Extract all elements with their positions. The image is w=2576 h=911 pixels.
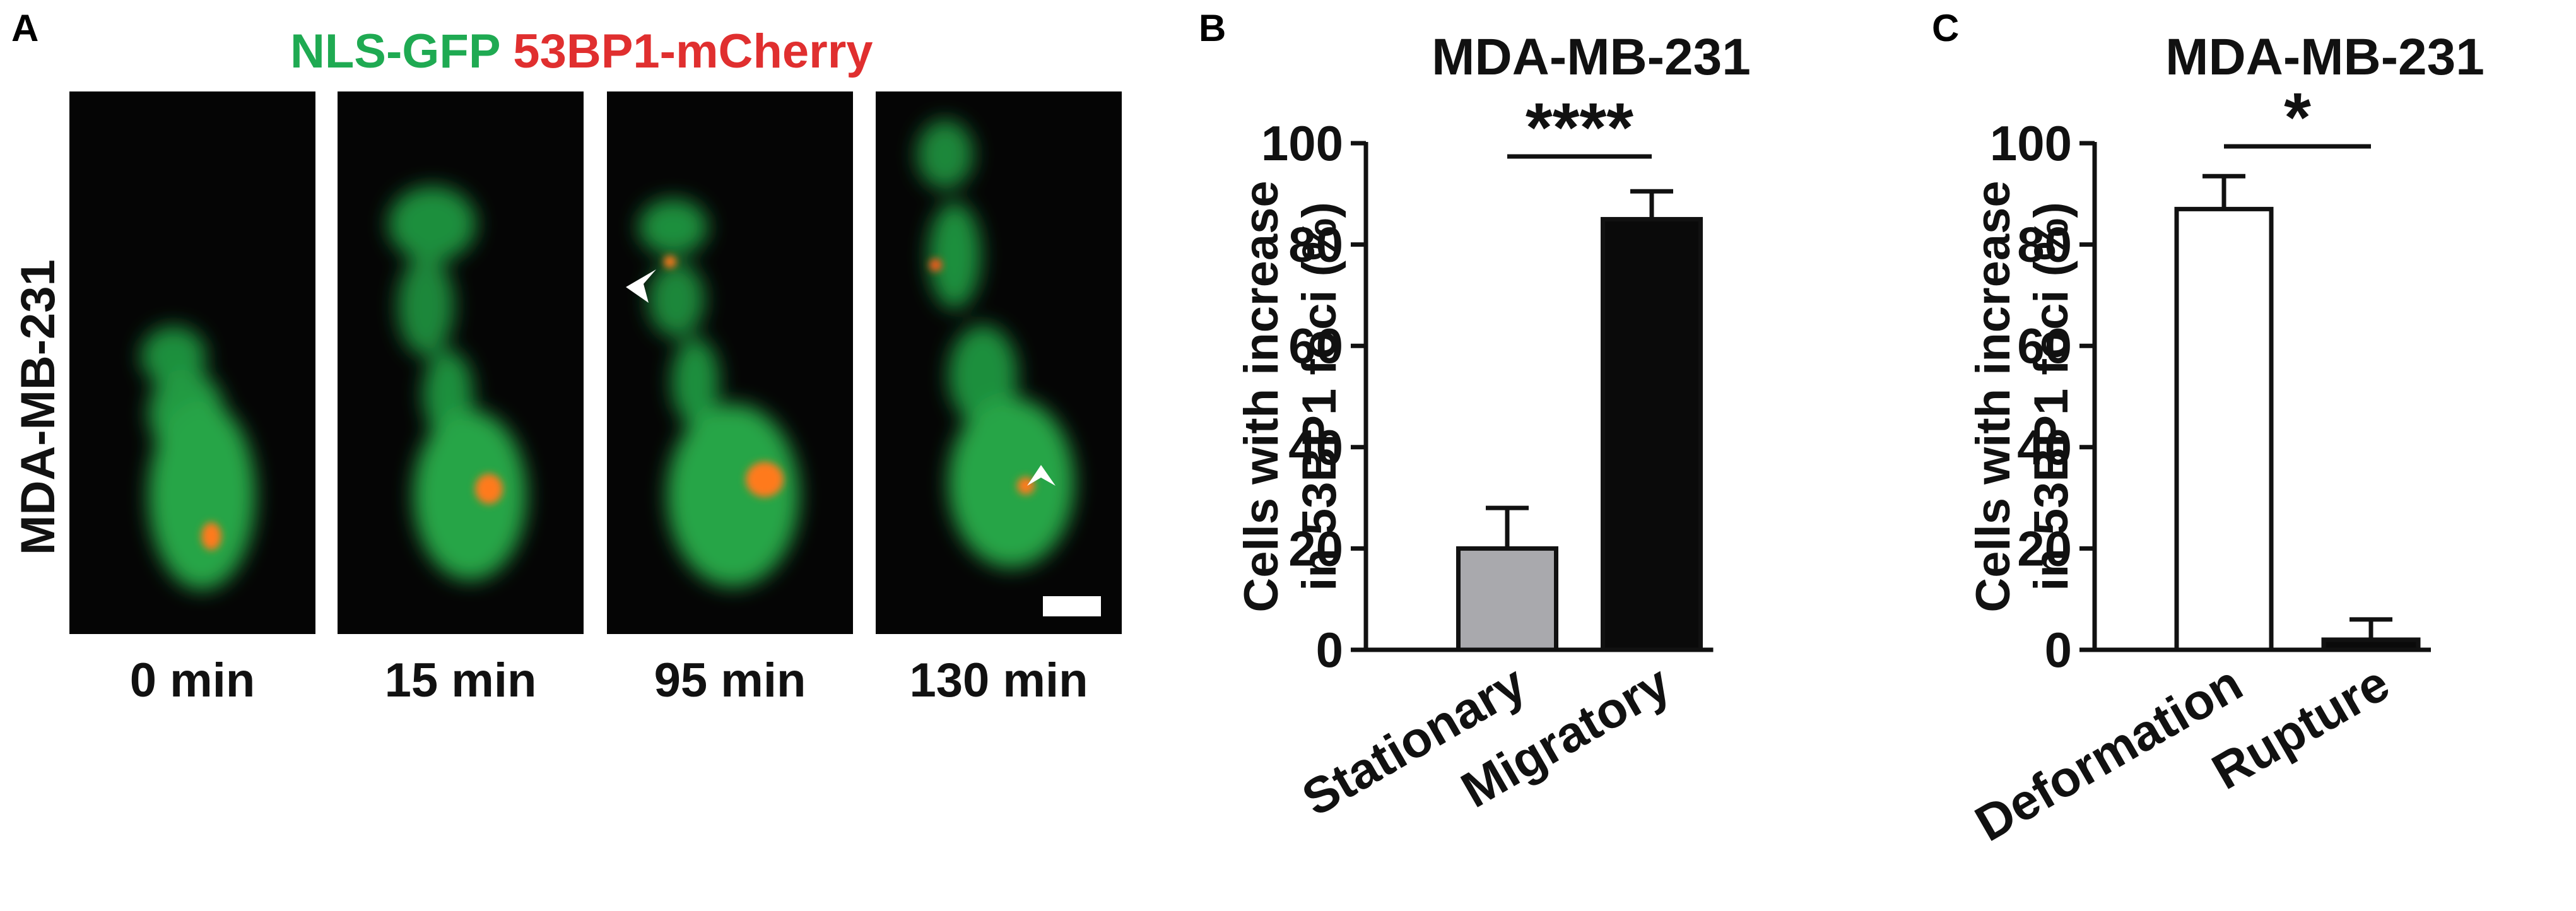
micrograph-95min bbox=[626, 199, 799, 587]
cell-body bbox=[148, 401, 256, 590]
53bp1-focus bbox=[475, 474, 503, 504]
micrograph-frame-95min bbox=[607, 91, 853, 634]
cell-body bbox=[928, 202, 981, 309]
micrograph-frame-15min bbox=[338, 91, 584, 634]
cell-body bbox=[948, 397, 1074, 568]
cell-body bbox=[638, 199, 708, 256]
cell-body bbox=[388, 186, 476, 262]
mcherry-label: 53BP1-mCherry bbox=[513, 25, 873, 78]
chart-title: MDA-MB-231 bbox=[2165, 28, 2485, 86]
53bp1-focus bbox=[201, 522, 221, 550]
53bp1-focus bbox=[929, 259, 942, 271]
y-tick-label: 0 bbox=[1316, 622, 1343, 678]
cell-body bbox=[671, 338, 719, 426]
y-axis-label: in 53BP1 foci (%) bbox=[1293, 202, 1346, 591]
micrograph-frame-0min bbox=[69, 91, 315, 634]
micrograph-0min bbox=[141, 326, 256, 590]
53bp1-focus bbox=[746, 462, 784, 497]
y-tick-label: 20 bbox=[1288, 520, 1343, 576]
bar bbox=[2174, 206, 2274, 652]
y-tick-label: 100 bbox=[1990, 115, 2072, 171]
cell-body bbox=[413, 410, 527, 580]
chart-title: MDA-MB-231 bbox=[1432, 28, 1751, 86]
time-label-1: 15 min bbox=[384, 654, 537, 707]
arrowhead-icon bbox=[1027, 465, 1056, 486]
cell-body bbox=[667, 404, 799, 587]
micrograph-frame-130min bbox=[876, 91, 1122, 634]
micrograph-15min bbox=[388, 186, 527, 580]
y-tick-label: 0 bbox=[2045, 622, 2072, 678]
time-label-2: 95 min bbox=[654, 654, 806, 707]
y-tick-label: 80 bbox=[2017, 217, 2072, 273]
y-tick-label: 60 bbox=[2017, 318, 2072, 373]
panel-b-letter: B bbox=[1199, 7, 1226, 49]
y-tick-label: 60 bbox=[1288, 318, 1343, 373]
53bp1-focus bbox=[664, 256, 676, 268]
gfp-label: NLS-GFP bbox=[290, 25, 500, 78]
panel-c-letter: C bbox=[1932, 7, 1960, 49]
cell-body bbox=[648, 262, 705, 338]
bar bbox=[1456, 546, 1558, 652]
chart-b: MDA-MB-231 Cells with increase in 53BP1 fo… bbox=[1235, 28, 1751, 826]
scale-bar bbox=[1043, 596, 1101, 616]
panel-a-row-label: MDA-MB-231 bbox=[11, 259, 65, 555]
y-tick-label: 20 bbox=[2017, 520, 2072, 576]
cell-body bbox=[917, 120, 973, 189]
panel-a-letter: A bbox=[11, 7, 39, 49]
significance-marker: * bbox=[2284, 79, 2311, 156]
bar bbox=[1601, 216, 1703, 652]
arrowhead-icon bbox=[626, 269, 656, 303]
time-label-0: 0 min bbox=[129, 654, 256, 707]
panel-a-title: NLS-GFP 53BP1-mCherry bbox=[290, 24, 873, 79]
chart-c: MDA-MB-231 Cells with increase in 53BP1 fo… bbox=[1966, 28, 2485, 852]
time-label-3: 130 min bbox=[909, 654, 1088, 707]
y-axis-label: Cells with increase bbox=[1235, 180, 1288, 612]
y-tick-label: 80 bbox=[1288, 217, 1343, 273]
y-tick-label: 100 bbox=[1261, 115, 1343, 171]
y-axis-label: in 53BP1 foci (%) bbox=[2025, 202, 2078, 591]
y-tick-label: 40 bbox=[1288, 420, 1343, 475]
cell-body bbox=[397, 256, 454, 356]
significance-marker: **** bbox=[1526, 89, 1633, 167]
micrograph-130min bbox=[917, 120, 1101, 616]
y-tick-label: 40 bbox=[2017, 420, 2072, 475]
y-axis-label: Cells with increase bbox=[1967, 180, 2020, 612]
